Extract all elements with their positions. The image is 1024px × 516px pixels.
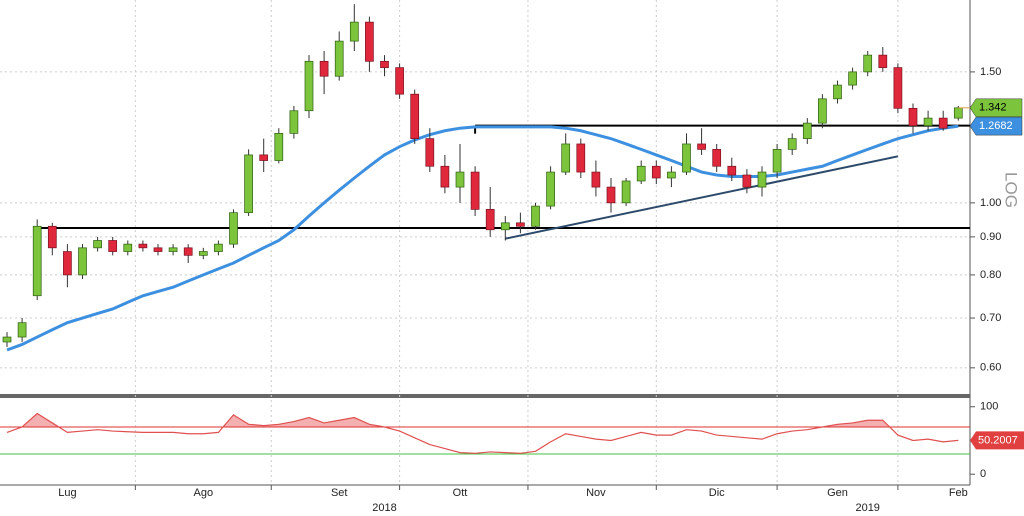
candle-body bbox=[893, 67, 903, 109]
candle-body bbox=[727, 165, 737, 176]
candle-body bbox=[455, 171, 465, 188]
candle-body bbox=[395, 67, 404, 95]
candle-body bbox=[349, 21, 359, 42]
candle-body bbox=[953, 107, 963, 119]
candle-body bbox=[848, 71, 857, 86]
candle-body bbox=[863, 54, 873, 73]
x-tick-label: Gen bbox=[827, 487, 848, 499]
candle-body bbox=[546, 171, 555, 207]
candle-body bbox=[334, 40, 344, 77]
candle-body bbox=[153, 247, 163, 252]
candle-body bbox=[78, 247, 87, 276]
trendline bbox=[505, 155, 899, 240]
candle-body bbox=[818, 98, 827, 124]
candle-body bbox=[410, 93, 420, 139]
year-label: 2018 bbox=[372, 502, 396, 514]
panel-separator bbox=[0, 394, 970, 398]
y-tick-label: 0 bbox=[980, 468, 986, 480]
candle-body bbox=[380, 60, 389, 68]
candle-body bbox=[319, 60, 329, 77]
x-tick-label: Ago bbox=[194, 487, 214, 499]
candle-body bbox=[636, 165, 646, 182]
candle-body bbox=[229, 212, 238, 245]
candle-body bbox=[470, 171, 480, 210]
candle-body bbox=[289, 110, 299, 134]
candle-body bbox=[2, 336, 12, 343]
y-tick-label: 0.90 bbox=[980, 231, 1001, 243]
candle-body bbox=[667, 171, 676, 179]
rsi-line bbox=[6, 412, 959, 454]
candle-body bbox=[138, 243, 148, 249]
candle-body bbox=[198, 251, 208, 256]
candle-body bbox=[108, 240, 118, 252]
axis-label: LOG bbox=[1002, 172, 1021, 208]
candle-body bbox=[244, 154, 253, 214]
candle-body bbox=[32, 225, 42, 297]
candle-body bbox=[712, 149, 722, 167]
candle-body bbox=[485, 209, 495, 231]
candle-body bbox=[531, 205, 540, 227]
price-tag-shape bbox=[970, 431, 1024, 450]
price-tag: 1.342 bbox=[979, 102, 1007, 114]
candle-body bbox=[500, 222, 510, 231]
candle-body bbox=[682, 143, 691, 173]
moving-average bbox=[6, 124, 959, 352]
candle-body bbox=[651, 165, 661, 179]
candle-body bbox=[878, 54, 888, 68]
y-tick-label: 1.00 bbox=[980, 197, 1001, 209]
year-label: 2019 bbox=[855, 502, 879, 514]
candle-body bbox=[923, 117, 933, 127]
candle-body bbox=[787, 138, 797, 150]
candle-body bbox=[742, 174, 752, 188]
candle-body bbox=[274, 133, 284, 161]
candle-body bbox=[621, 180, 631, 204]
x-tick-label: Dic bbox=[709, 487, 725, 499]
candle-body bbox=[697, 143, 706, 150]
y-tick-label: 0.80 bbox=[980, 269, 1001, 281]
price-tag-shape bbox=[969, 98, 1023, 118]
candle-body bbox=[63, 251, 72, 276]
candle-body bbox=[47, 225, 57, 249]
candle-body bbox=[606, 186, 616, 204]
x-tick-label: Lug bbox=[58, 487, 76, 499]
y-tick-label: 0.60 bbox=[980, 362, 1001, 374]
candle-body bbox=[214, 243, 223, 252]
candle-body bbox=[938, 117, 948, 129]
candle-body bbox=[591, 171, 601, 188]
y-tick-label: 100 bbox=[980, 401, 998, 413]
y-tick-label: 1.50 bbox=[980, 66, 1001, 78]
x-tick-label: Ott bbox=[453, 487, 468, 499]
x-tick-label: Feb bbox=[949, 487, 968, 499]
candle-body bbox=[123, 243, 133, 252]
price-tag-shape bbox=[969, 116, 1023, 136]
x-tick-label: Set bbox=[331, 487, 348, 499]
price-tag: 1.2682 bbox=[979, 120, 1013, 132]
rsi-area bbox=[22, 413, 890, 427]
candle-body bbox=[304, 60, 314, 112]
candle-body bbox=[168, 247, 178, 252]
candle-body bbox=[772, 149, 782, 173]
candle-body bbox=[440, 165, 450, 188]
candle-body bbox=[802, 122, 812, 139]
candle-body bbox=[259, 154, 269, 161]
candle-body bbox=[516, 222, 525, 227]
x-tick-label: Nov bbox=[586, 487, 606, 499]
candle-body bbox=[833, 84, 842, 100]
candle-body bbox=[93, 240, 102, 249]
candle-body bbox=[17, 322, 27, 338]
y-tick-label: 0.70 bbox=[980, 312, 1001, 324]
candle-body bbox=[757, 171, 767, 188]
candle-body bbox=[183, 247, 193, 256]
candle-body bbox=[908, 107, 918, 127]
candle-body bbox=[576, 143, 586, 173]
candle-body bbox=[365, 21, 374, 62]
candle-body bbox=[425, 138, 435, 167]
candle-body bbox=[561, 143, 571, 173]
rsi-tag: 50.2007 bbox=[978, 434, 1018, 446]
